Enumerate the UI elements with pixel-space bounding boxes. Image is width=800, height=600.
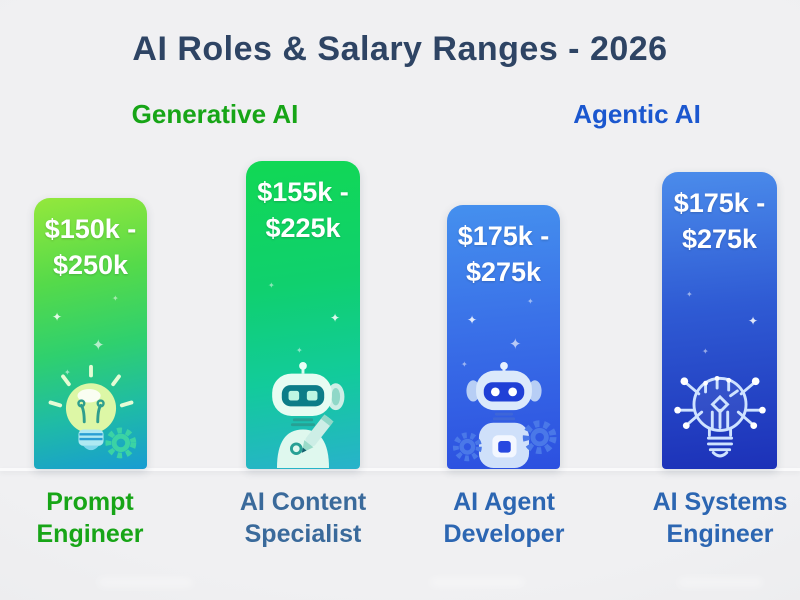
sparkle-icon: ✦	[268, 281, 275, 290]
salary-range-prompt-engineer: $150k - $250k	[34, 198, 147, 283]
category-label-agentic-ai: Agentic AI	[573, 99, 701, 129]
salary-range-ai-systems-engineer: $175k - $275k	[662, 172, 777, 257]
role-label-ai-content-specialist: AI Content Specialist	[203, 486, 403, 550]
salary-range-ai-agent-developer: $175k - $275k	[447, 205, 560, 290]
role-label-prompt-engineer: Prompt Engineer	[0, 486, 190, 550]
lightbulb-gear-icon	[38, 362, 144, 468]
bar-ai-agent-developer: $175k - $275k ✦ ✦ ✦ ✦	[447, 205, 560, 469]
circuit-bulb-icon	[667, 362, 773, 468]
sparkle-icon: ✦	[92, 337, 105, 354]
role-line1: AI Content	[239, 488, 367, 516]
salary-line2: $250k	[52, 250, 129, 280]
robot-gears-icon	[451, 362, 557, 468]
baseline	[0, 468, 800, 471]
role-line2: Specialist	[244, 520, 362, 548]
salary-line1: $175k -	[673, 188, 766, 218]
role-line2: Developer	[443, 520, 565, 548]
category-label-generative-ai: Generative AI	[131, 99, 299, 129]
role-line1: AI Systems	[652, 488, 788, 516]
sparkle-icon: ✦	[330, 311, 341, 325]
sparkle-icon: ✦	[112, 294, 119, 303]
salary-line1: $150k -	[44, 214, 137, 244]
role-line2: Engineer	[36, 520, 144, 548]
sparkle-icon: ✦	[527, 297, 534, 306]
sparkle-icon: ✦	[52, 310, 63, 324]
bar-prompt-engineer: $150k - $250k ✦ ✦ ✦ ✦	[34, 198, 147, 469]
floor-reflection	[98, 578, 193, 587]
salary-line1: $175k -	[457, 221, 550, 251]
sparkle-icon: ✦	[748, 314, 759, 328]
role-line1: Prompt	[46, 488, 134, 516]
salary-line2: $275k	[681, 224, 758, 254]
floor-reflection	[678, 578, 763, 587]
robot-pencil-icon	[250, 362, 356, 468]
sparkle-icon: ✦	[509, 336, 522, 353]
sparkle-icon: ✦	[467, 313, 478, 327]
salary-line1: $155k -	[257, 177, 349, 207]
sparkle-icon: ✦	[702, 347, 709, 356]
role-line1: AI Agent	[453, 488, 555, 516]
bar-ai-content-specialist: $155k - $225k ✦ ✦ ✦	[246, 161, 360, 469]
page-title: AI Roles & Salary Ranges - 2026	[132, 30, 668, 68]
sparkle-icon: ✦	[686, 290, 693, 299]
floor-reflection	[430, 578, 525, 587]
salary-line2: $275k	[465, 257, 542, 287]
role-label-ai-systems-engineer: AI Systems Engineer	[620, 486, 800, 550]
salary-range-ai-content-specialist: $155k - $225k	[246, 161, 360, 246]
sparkle-icon: ✦	[296, 346, 303, 355]
role-line2: Engineer	[666, 520, 774, 548]
role-label-ai-agent-developer: AI Agent Developer	[404, 486, 604, 550]
bar-ai-systems-engineer: $175k - $275k ✦ ✦ ✦	[662, 172, 777, 469]
salary-line2: $225k	[265, 213, 341, 243]
